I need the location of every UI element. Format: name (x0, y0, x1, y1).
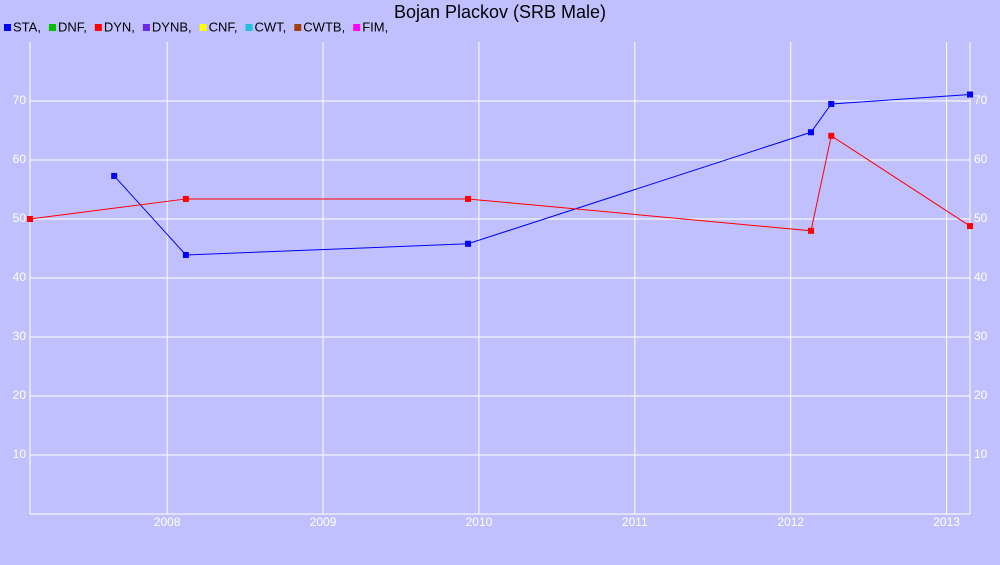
y-tick-label: 20 (13, 388, 27, 402)
y2-tick-label: 40 (974, 270, 988, 284)
legend-label: FIM, (362, 19, 388, 34)
y-tick-label: 10 (13, 447, 27, 461)
y2-tick-label: 20 (974, 388, 988, 402)
data-point (182, 251, 189, 258)
data-point (828, 100, 835, 107)
legend-label: DNF, (58, 19, 87, 34)
y2-tick-label: 30 (974, 329, 988, 343)
x-tick-label: 2009 (310, 515, 337, 529)
data-point (465, 240, 472, 247)
legend-label: STA, (13, 19, 41, 34)
legend-label: CNF, (209, 19, 238, 34)
legend-swatch (294, 24, 302, 31)
legend-label: CWT, (255, 19, 287, 34)
legend-swatch (48, 24, 56, 31)
data-point (111, 172, 118, 179)
data-point (967, 91, 973, 98)
y-tick-label: 50 (13, 211, 27, 225)
data-point (182, 195, 189, 202)
y2-tick-label: 50 (974, 211, 988, 225)
y-tick-label: 70 (13, 93, 27, 107)
data-point (807, 129, 814, 136)
x-tick-label: 2013 (933, 515, 960, 529)
legend-swatch (353, 24, 361, 31)
y2-tick-label: 60 (974, 152, 988, 166)
legend-swatch (4, 24, 11, 31)
x-tick-label: 2011 (622, 515, 648, 529)
x-tick-label: 2010 (466, 515, 493, 529)
legend-label: DYN, (104, 19, 135, 34)
data-point (828, 132, 835, 139)
chart-title: Bojan Plackov (SRB Male) (394, 2, 606, 22)
series-line (113, 94, 971, 256)
y2-tick-label: 70 (974, 93, 988, 107)
legend-label: CWTB, (303, 19, 345, 34)
data-point (967, 223, 973, 230)
y-tick-label: 60 (13, 152, 27, 166)
legend-swatch (94, 24, 102, 31)
y-tick-label: 40 (13, 270, 27, 284)
x-tick-label: 2012 (777, 515, 804, 529)
series-line (29, 134, 971, 232)
y-tick-label: 30 (13, 329, 27, 343)
legend-swatch (245, 24, 253, 31)
y2-tick-label: 10 (974, 447, 988, 461)
legend-label: DYNB, (152, 19, 192, 34)
data-point (27, 216, 33, 222)
legend-swatch (199, 24, 207, 31)
x-tick-label: 2008 (154, 515, 181, 529)
data-point (465, 195, 472, 202)
data-point (807, 227, 814, 234)
legend-swatch (142, 24, 150, 31)
